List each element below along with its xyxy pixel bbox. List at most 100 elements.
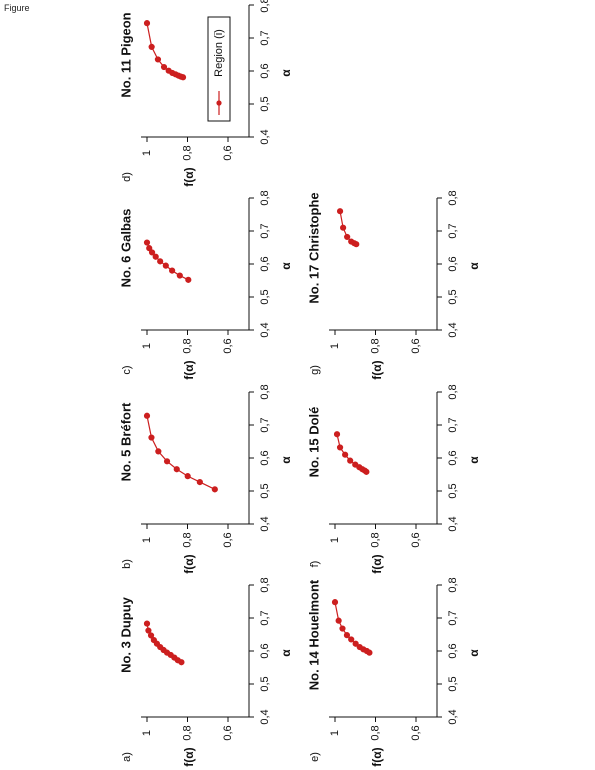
f-tick-label: 1 (141, 343, 153, 349)
panel-letter: e) (309, 752, 321, 762)
alpha-tick-label: 0,5 (259, 483, 271, 498)
alpha-tick-label: 0,6 (259, 256, 271, 271)
data-point (348, 636, 355, 643)
data-point (173, 466, 180, 473)
f-tick-label: 0,8 (181, 725, 193, 740)
panel-letter: f) (309, 561, 321, 568)
panel-letter: d) (121, 172, 133, 182)
data-point (143, 239, 151, 246)
panel-title: No. 15 Dolé (306, 407, 321, 478)
data-point (185, 276, 192, 283)
data-point (340, 224, 347, 231)
alpha-tick-label: 0,8 (447, 384, 459, 399)
panel-title: No. 3 Dupuy (118, 596, 133, 673)
f-tick-label: 0,6 (410, 725, 422, 740)
f-tick-label: 0,6 (410, 532, 422, 547)
data-point (146, 245, 153, 252)
alpha-tick-label: 0,5 (447, 483, 459, 498)
data-point (363, 468, 370, 475)
panel-title: No. 11 Pigeon (118, 12, 133, 97)
alpha-tick-label: 0,5 (447, 676, 459, 691)
alpha-tick-label: 0,8 (259, 577, 271, 592)
data-point (336, 444, 344, 451)
panel-a: 0,4 0,5 0,6 0,7 0,8 1 0,8 0,6 α f(α) a) No. 3 Dupuy (118, 577, 293, 766)
alpha-tick-label: 0,8 (259, 0, 271, 13)
f-axis-label: f(α) (182, 747, 196, 766)
panel-letter: a) (121, 752, 133, 762)
f-tick-label: 0,6 (222, 145, 234, 160)
data-point (335, 617, 342, 624)
data-point (339, 625, 346, 632)
alpha-tick-label: 0,8 (259, 190, 271, 205)
panel-f: 0,4 0,5 0,6 0,7 0,8 1 0,8 0,6 α f(α) f) No. 15 Dolé (306, 384, 481, 573)
data-point (347, 457, 354, 464)
alpha-tick-label: 0,4 (259, 709, 271, 724)
f-tick-label: 0,6 (410, 338, 422, 353)
panel-letter: g) (309, 365, 321, 375)
alpha-tick-label: 0,8 (259, 384, 271, 399)
alpha-tick-label: 0,4 (447, 322, 459, 337)
alpha-axis-label: α (279, 69, 293, 77)
panel-title: No. 17 Christophe (306, 192, 321, 303)
data-point (145, 627, 152, 634)
alpha-axis-label: α (467, 456, 481, 464)
panel-title: No. 6 Galbas (118, 209, 133, 288)
panel-g: 0,4 0,5 0,6 0,7 0,8 1 0,8 0,6 α f(α) g) No. 17 Chri… (306, 190, 481, 379)
panel-title: No. 5 Bréfort (118, 402, 133, 481)
f-tick-label: 1 (329, 730, 341, 736)
f-tick-label: 1 (141, 150, 153, 156)
alpha-axis-label: α (279, 649, 293, 657)
legend-label: Region (i) (213, 29, 225, 77)
f-axis-label: f(α) (370, 747, 384, 766)
data-point (353, 241, 360, 248)
panel-title: No. 14 Houelmont (306, 579, 321, 690)
data-point (366, 649, 373, 656)
figure-label: Figure (4, 3, 30, 13)
alpha-tick-label: 0,7 (259, 610, 271, 625)
data-point (344, 233, 351, 241)
f-axis-label: f(α) (370, 554, 384, 573)
f-tick-label: 1 (141, 537, 153, 543)
legend-marker (216, 100, 222, 106)
alpha-tick-label: 0,6 (259, 450, 271, 465)
data-point (157, 258, 164, 265)
panel-b: 0,4 0,5 0,6 0,7 0,8 1 0,8 0,6 α f(α) b) No. 5 Bréfo… (118, 384, 293, 573)
alpha-tick-label: 0,4 (447, 516, 459, 531)
alpha-tick-label: 0,6 (259, 643, 271, 658)
f-tick-label: 1 (329, 537, 341, 543)
data-point (155, 448, 162, 455)
data-point (148, 434, 155, 441)
alpha-tick-label: 0,7 (259, 30, 271, 45)
alpha-tick-label: 0,4 (259, 322, 271, 337)
alpha-tick-label: 0,5 (447, 289, 459, 304)
data-point (163, 458, 171, 465)
data-point (176, 272, 183, 279)
f-tick-label: 0,8 (369, 532, 381, 547)
data-point (147, 632, 155, 639)
f-tick-label: 0,8 (369, 338, 381, 353)
alpha-tick-label: 0,6 (447, 450, 459, 465)
alpha-tick-label: 0,7 (259, 223, 271, 238)
alpha-tick-label: 0,6 (259, 63, 271, 78)
alpha-tick-label: 0,7 (447, 610, 459, 625)
f-axis-label: f(α) (182, 360, 196, 379)
f-axis-label: f(α) (370, 360, 384, 379)
alpha-tick-label: 0,5 (259, 676, 271, 691)
f-tick-label: 0,6 (222, 532, 234, 547)
data-point (331, 599, 339, 606)
data-point (333, 431, 341, 438)
f-tick-label: 1 (329, 343, 341, 349)
alpha-tick-label: 0,5 (259, 289, 271, 304)
alpha-tick-label: 0,6 (447, 643, 459, 658)
data-point (211, 486, 218, 493)
data-point (343, 632, 351, 639)
alpha-tick-label: 0,5 (259, 96, 271, 111)
alpha-tick-label: 0,8 (447, 577, 459, 592)
panel-letter: c) (121, 365, 133, 374)
data-point (336, 208, 344, 215)
data-point (196, 478, 203, 486)
data-point (148, 249, 156, 256)
data-point (148, 43, 155, 51)
f-axis-label: f(α) (182, 167, 196, 186)
